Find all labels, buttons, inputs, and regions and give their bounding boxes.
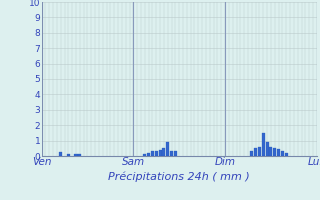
Bar: [254, 148, 257, 156]
Bar: [147, 153, 150, 156]
Bar: [59, 152, 62, 156]
Bar: [273, 148, 276, 156]
X-axis label: Précipitations 24h ( mm ): Précipitations 24h ( mm ): [108, 172, 250, 182]
Bar: [155, 151, 158, 156]
Bar: [78, 154, 81, 156]
Bar: [285, 153, 288, 156]
Bar: [281, 151, 284, 156]
Bar: [151, 151, 154, 156]
Bar: [262, 133, 265, 156]
Bar: [159, 150, 162, 156]
Bar: [166, 142, 169, 156]
Bar: [258, 147, 261, 156]
Bar: [67, 154, 70, 156]
Bar: [170, 151, 173, 156]
Bar: [162, 148, 165, 156]
Bar: [143, 154, 146, 156]
Bar: [250, 151, 253, 156]
Bar: [174, 151, 177, 156]
Bar: [266, 142, 269, 156]
Bar: [75, 154, 77, 156]
Bar: [277, 149, 280, 156]
Bar: [269, 147, 272, 156]
